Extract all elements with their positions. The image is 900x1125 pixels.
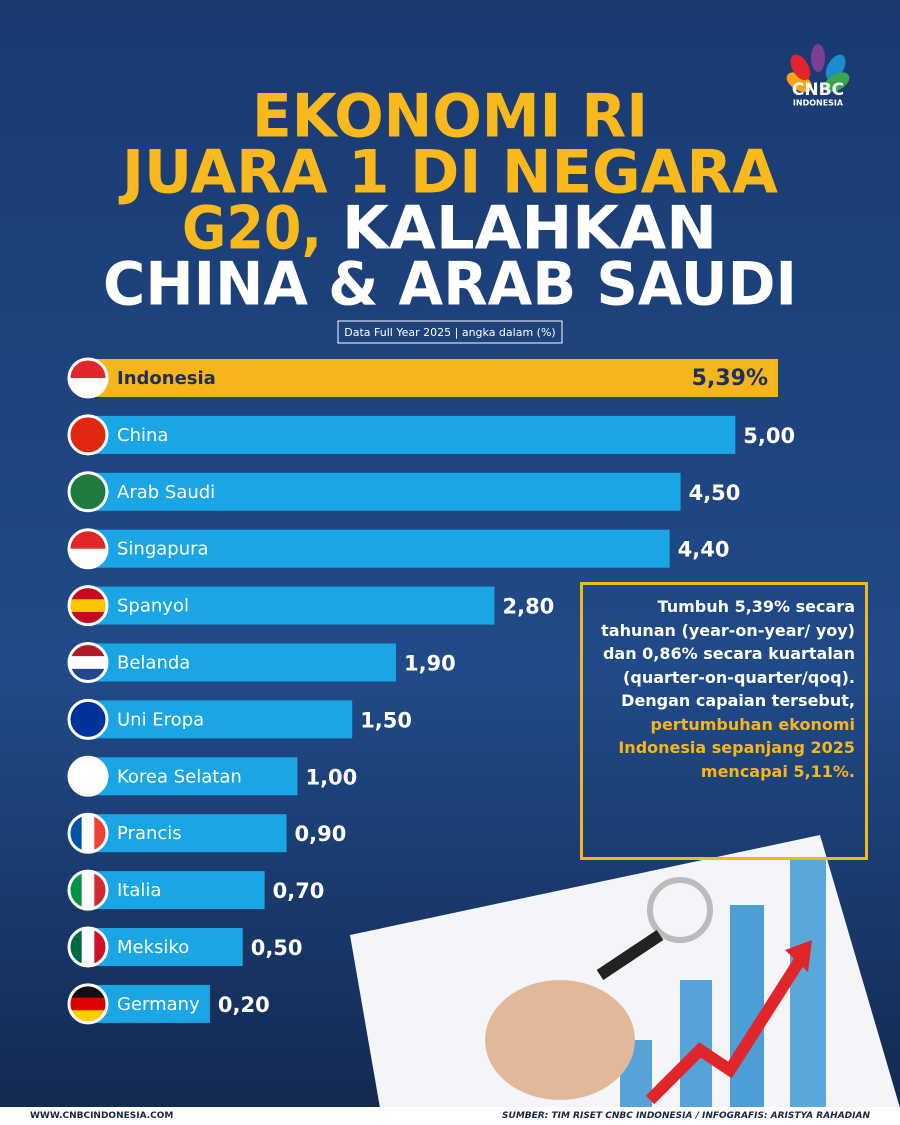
category-label: Prancis bbox=[117, 823, 182, 844]
bar bbox=[92, 586, 495, 625]
flag-border bbox=[67, 357, 109, 399]
logo-region: INDONESIA bbox=[793, 99, 844, 108]
bar bbox=[92, 472, 681, 511]
value-label: 2,80 bbox=[502, 595, 554, 619]
category-label: China bbox=[117, 425, 168, 446]
value-label: 1,90 bbox=[404, 652, 456, 676]
category-label: Uni Eropa bbox=[117, 709, 204, 730]
subtitle-box bbox=[337, 320, 563, 344]
title-line: CHINA & ARAB SAUDI bbox=[103, 250, 797, 320]
flag-stripe bbox=[81, 928, 95, 966]
callout-highlight: pertumbuhan ekonomi Indonesia sepanjang … bbox=[618, 714, 855, 781]
flag bbox=[69, 529, 107, 568]
flag-stripe bbox=[81, 814, 95, 853]
value-label: 4,50 bbox=[689, 481, 741, 505]
flag-stripe bbox=[81, 871, 95, 910]
bar bbox=[92, 757, 298, 796]
logo: CNBC INDONESIA bbox=[786, 44, 850, 108]
decor-chart bbox=[350, 835, 900, 1108]
category-label: Meksiko bbox=[117, 937, 189, 958]
bar bbox=[92, 928, 243, 966]
category-label: Germany bbox=[117, 994, 200, 1015]
flag-stripe bbox=[69, 656, 107, 670]
category-label: Italia bbox=[117, 880, 161, 901]
value-label: 1,50 bbox=[360, 708, 412, 732]
title-line: JUARA 1 DI NEGARA bbox=[118, 138, 778, 208]
flag-border bbox=[67, 869, 109, 911]
bar bbox=[92, 415, 736, 454]
flag-stripe bbox=[69, 359, 107, 379]
flag-border bbox=[67, 755, 109, 797]
bar bbox=[92, 643, 396, 682]
bar bbox=[92, 529, 670, 568]
flag-border bbox=[67, 812, 109, 854]
flag-border bbox=[67, 698, 109, 740]
title-line: G20, bbox=[182, 194, 322, 264]
category-label: Spanyol bbox=[117, 596, 189, 617]
flag-border bbox=[67, 983, 109, 1025]
website: WWW.CNBCINDONESIA.COM bbox=[30, 1111, 174, 1121]
logo-name: CNBC bbox=[792, 80, 844, 100]
value-label: 1,00 bbox=[305, 765, 357, 789]
category-label: Singapura bbox=[117, 539, 209, 560]
flag-border bbox=[67, 528, 109, 570]
callout-text: Tumbuh 5,39% secara tahunan (year-on-yea… bbox=[601, 597, 855, 710]
footer: WWW.CNBCINDONESIA.COM SUMBER: TIM RISET … bbox=[0, 1107, 900, 1125]
bar bbox=[92, 871, 265, 910]
category-label: Indonesia bbox=[117, 368, 216, 389]
bar bbox=[92, 984, 210, 1023]
bar bbox=[92, 359, 778, 397]
value-label: 5,39% bbox=[692, 366, 768, 391]
value-label: 0,90 bbox=[295, 822, 347, 846]
title-line: EKONOMI RI bbox=[252, 82, 648, 152]
flag-stripe bbox=[69, 548, 107, 568]
flag-stripe bbox=[69, 529, 107, 550]
value-label: 0,20 bbox=[218, 993, 270, 1017]
flag-border bbox=[67, 642, 109, 683]
title-line: KALAHKAN bbox=[342, 194, 717, 264]
credit: SUMBER: TIM RISET CNBC INDONESIA / INFOG… bbox=[502, 1111, 870, 1121]
flag bbox=[69, 359, 107, 397]
callout: Tumbuh 5,39% secara tahunan (year-on-yea… bbox=[580, 582, 868, 860]
value-label: 5,00 bbox=[743, 424, 795, 448]
subtitle: Data Full Year 2025 | angka dalam (%) bbox=[344, 326, 555, 339]
flag-stripe bbox=[69, 378, 107, 397]
flag-border bbox=[67, 471, 109, 513]
value-label: 0,50 bbox=[251, 936, 303, 960]
flag-stripe bbox=[69, 997, 107, 1011]
value-label: 0,70 bbox=[273, 879, 325, 903]
flag-border bbox=[67, 585, 109, 627]
category-label: Belanda bbox=[117, 653, 190, 674]
bar bbox=[92, 814, 287, 853]
flag-border bbox=[67, 926, 109, 968]
flag-border bbox=[67, 414, 109, 456]
category-label: Arab Saudi bbox=[117, 482, 215, 503]
category-label: Korea Selatan bbox=[117, 766, 242, 787]
bar bbox=[92, 700, 353, 739]
value-label: 4,40 bbox=[678, 538, 730, 562]
flag-stripe bbox=[69, 599, 107, 613]
